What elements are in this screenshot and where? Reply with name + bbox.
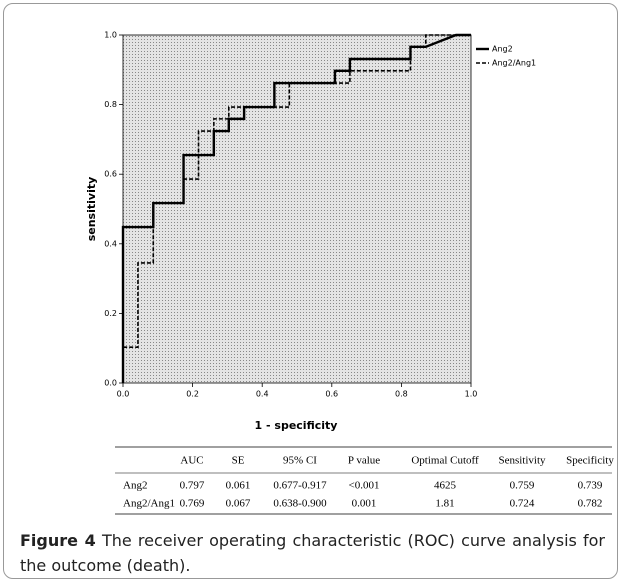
table-cell: 1.81 <box>435 498 454 510</box>
x-tick-label: 1.0 <box>465 390 478 399</box>
legend-label: Ang2/Ang1 <box>492 59 536 68</box>
legend-label: Ang2 <box>492 45 513 54</box>
y-tick-label: 1.0 <box>104 31 117 40</box>
caption: Figure 4 The receiver operating characte… <box>20 528 605 578</box>
table-cell: 0.067 <box>226 498 251 510</box>
table-cell: <0.001 <box>349 480 380 492</box>
table-header: AUC <box>180 455 203 467</box>
x-tick-label: 0.2 <box>186 390 199 399</box>
figure: 1 - specificity sensitivity 0.0 0.2 0.4 0.6… <box>85 31 614 515</box>
x-tick-label: 0.6 <box>325 390 338 399</box>
table: AUC SE 95% CI P value Optimal Cutoff Sensitiv… <box>115 446 614 515</box>
y-tick-label: 0.4 <box>104 239 117 248</box>
x-axis-label: 1 - specificity <box>255 419 338 432</box>
roc-line <box>122 34 471 383</box>
table-cell: 0.001 <box>352 498 377 510</box>
x-tick-label: 0.0 <box>117 390 130 399</box>
table-cell: 0.739 <box>578 480 603 492</box>
y-axis-label: sensitivity <box>85 177 98 242</box>
table-cell: Ang2 <box>123 480 147 492</box>
caption-text: The receiver operating characteristic (R… <box>20 531 606 575</box>
y-tick-label: 0.6 <box>104 170 117 179</box>
table-cell: 0.769 <box>180 498 205 510</box>
table-header: 95% CI <box>283 455 317 467</box>
chart: 1 - specificity sensitivity 0.0 0.2 0.4 0.6… <box>85 31 536 433</box>
table-header: Sensitivity <box>498 455 546 467</box>
table-cell: 0.638-0.900 <box>273 498 327 510</box>
table-header: SE <box>232 455 245 467</box>
table-header: P value <box>348 455 380 467</box>
y-tick-label: 0.2 <box>104 309 117 318</box>
x-tick-label: 0.4 <box>256 390 269 399</box>
plot-area <box>122 34 472 384</box>
figure-frame <box>3 3 618 579</box>
table-header: Optimal Cutoff <box>411 455 479 467</box>
caption-label: Figure 4 <box>20 531 96 550</box>
table-cell: 0.759 <box>510 480 535 492</box>
x-tick-label: 0.8 <box>395 390 408 399</box>
table-cell: 0.782 <box>578 498 603 510</box>
y-tick-label: 0.8 <box>104 100 117 109</box>
table-header: Specificity <box>566 455 614 467</box>
table-cell: 0.677-0.917 <box>273 480 327 492</box>
table-cell: 0.061 <box>226 480 251 492</box>
table-cell: 4625 <box>434 480 457 492</box>
y-tick-label: 0.0 <box>104 379 117 388</box>
table-cell: Ang2/Ang1 <box>123 498 175 510</box>
table-cell: 0.797 <box>180 480 205 492</box>
table-cell: 0.724 <box>510 498 535 510</box>
